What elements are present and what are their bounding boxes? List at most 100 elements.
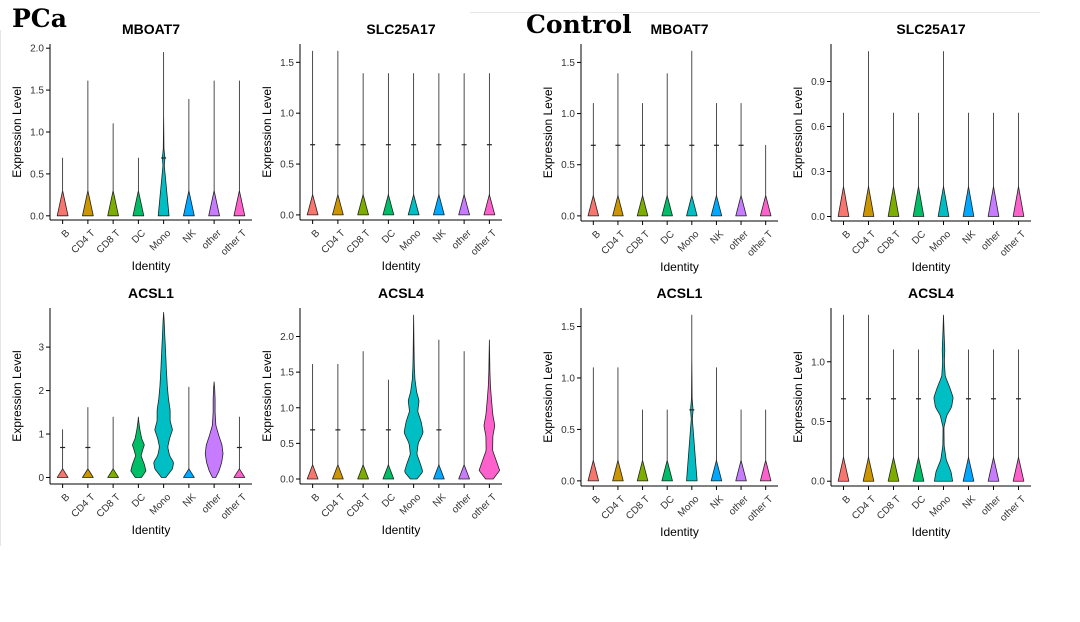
- x-tick-label: NK: [961, 229, 979, 247]
- violin-shape: [987, 349, 1000, 482]
- y-tick-label: 0.0: [561, 211, 575, 222]
- x-axis-label: Identity: [660, 260, 699, 274]
- y-tick-label: 0.9: [811, 77, 825, 88]
- x-tick-label: CD4 T: [69, 492, 97, 520]
- x-tick-label: DC: [380, 228, 398, 246]
- violin-shape: [759, 409, 772, 482]
- panel-title: MBOAT7: [122, 21, 180, 37]
- x-tick-label: other T: [745, 229, 775, 259]
- violin-shape: [933, 314, 954, 482]
- x-tick-label: other T: [219, 228, 249, 258]
- violin-shape: [306, 50, 319, 216]
- violin-shape: [1012, 112, 1025, 217]
- panel-title: ACSL4: [378, 285, 424, 301]
- x-tick-label: Mono: [398, 228, 424, 254]
- x-tick-label: B: [841, 229, 854, 242]
- x-tick-label: Mono: [148, 492, 174, 518]
- violin-shape: [912, 349, 925, 482]
- y-tick-label: 0.0: [280, 475, 294, 486]
- violin-shape: [837, 112, 850, 217]
- x-tick-label: CD8 T: [95, 492, 123, 520]
- violin-shape: [636, 102, 649, 217]
- x-axis-label: Identity: [660, 525, 699, 539]
- x-tick-label: NK: [708, 494, 726, 512]
- violin-shape: [130, 416, 147, 478]
- violin-shape: [987, 112, 1000, 217]
- y-tick-label: 0.0: [30, 211, 44, 222]
- violin-shape: [332, 363, 344, 480]
- violin-shape: [661, 73, 673, 217]
- x-tick-label: B: [841, 494, 854, 507]
- y-tick-label: 0.5: [811, 417, 825, 428]
- y-tick-label: 1.0: [280, 109, 294, 120]
- violin-shape: [587, 367, 600, 482]
- x-tick-label: CD8 T: [624, 494, 652, 522]
- x-tick-label: DC: [659, 494, 677, 512]
- violin-shape: [332, 50, 344, 216]
- violin-shape: [233, 416, 246, 478]
- y-tick-label: 1.0: [561, 373, 575, 384]
- violin-shape: [183, 98, 195, 217]
- y-tick-label: 2.0: [30, 44, 44, 55]
- panel-title: ACSL1: [657, 285, 703, 301]
- x-tick-label: other T: [745, 494, 775, 524]
- y-tick-label: 0.5: [561, 160, 575, 171]
- x-tick-label: B: [310, 492, 323, 505]
- x-tick-label: CD8 T: [875, 494, 903, 522]
- x-tick-label: other T: [469, 228, 499, 258]
- x-tick-label: CD4 T: [600, 494, 628, 522]
- x-tick-label: Mono: [676, 229, 702, 255]
- violin-shape: [862, 51, 875, 217]
- violin-shape: [208, 80, 220, 217]
- x-tick-label: CD8 T: [95, 228, 123, 256]
- violin-shape: [153, 311, 174, 478]
- x-axis-label: Identity: [912, 260, 951, 274]
- x-tick-label: DC: [130, 228, 148, 246]
- x-tick-label: CD8 T: [345, 228, 373, 256]
- violin-shape: [458, 73, 470, 216]
- y-tick-label: 0.6: [811, 122, 825, 133]
- y-tick-label: 0: [38, 473, 44, 484]
- violin-shape: [937, 51, 950, 217]
- violin-shape: [612, 73, 624, 217]
- x-tick-label: Mono: [398, 492, 424, 518]
- x-tick-label: CD4 T: [600, 229, 628, 257]
- x-tick-label: CD4 T: [850, 494, 878, 522]
- y-tick-label: 1.5: [561, 58, 575, 69]
- violin-shape: [1012, 349, 1025, 482]
- violin-shape: [962, 112, 975, 217]
- violin-shape: [710, 367, 723, 482]
- x-tick-label: CD4 T: [850, 229, 878, 257]
- x-axis-label: Identity: [132, 259, 171, 273]
- x-tick-label: Mono: [148, 228, 174, 254]
- violin-shape: [837, 314, 850, 482]
- y-tick-label: 0.0: [280, 210, 294, 221]
- violin-shape: [862, 314, 875, 482]
- y-tick-label: 3: [38, 343, 44, 354]
- violin-shape: [132, 157, 145, 217]
- y-tick-label: 1.0: [30, 128, 44, 139]
- panel-title: SLC25A17: [366, 21, 435, 37]
- violin-shape: [759, 144, 772, 217]
- x-tick-label: Mono: [928, 229, 954, 255]
- violin-shape: [407, 73, 420, 216]
- y-tick-label: 1: [38, 430, 44, 441]
- violin-panel: SLC25A17 0.0 0.3 0.6 0.9 Expression Level BCD4…: [791, 21, 1031, 274]
- y-tick-label: 0.5: [280, 160, 294, 171]
- violin-shape: [204, 381, 224, 478]
- violin-shape: [357, 73, 369, 216]
- x-tick-label: DC: [910, 494, 928, 512]
- x-tick-label: NK: [431, 228, 449, 246]
- y-tick-label: 1.5: [561, 322, 575, 333]
- violin-shape: [306, 363, 319, 480]
- y-tick-label: 1.0: [280, 403, 294, 414]
- x-tick-label: other T: [998, 494, 1028, 524]
- y-axis-label: Expression Level: [260, 86, 274, 177]
- panel-title: SLC25A17: [896, 21, 965, 37]
- violin-shape: [433, 339, 445, 480]
- x-axis-label: Identity: [132, 523, 171, 537]
- panel-title: ACSL1: [128, 285, 174, 301]
